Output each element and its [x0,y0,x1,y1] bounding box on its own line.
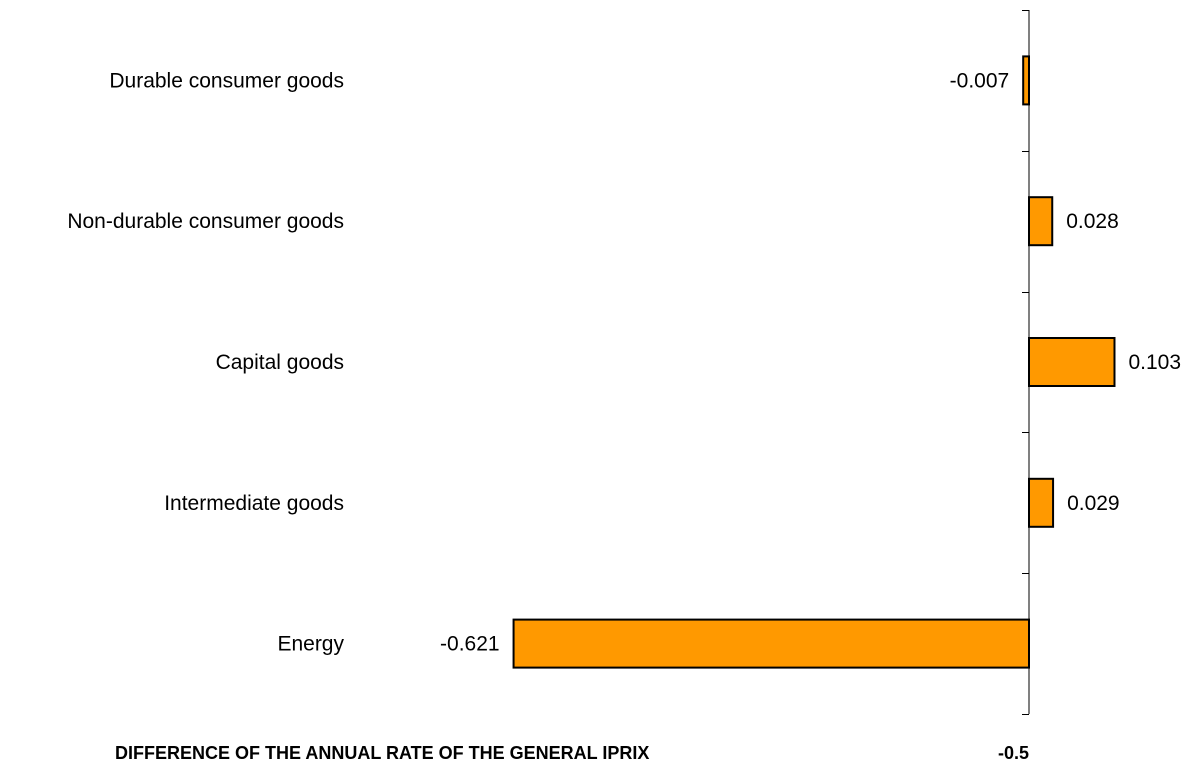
data-label: 0.028 [1066,210,1119,233]
category-label: Capital goods [216,351,344,374]
value-labels: -0.007 0.028 0.103 0.029 -0.621 [440,69,1181,655]
bar [512,618,1030,669]
bar [1028,337,1116,387]
data-label: 0.029 [1067,492,1120,515]
bar [1028,196,1054,247]
category-labels: Durable consumer goods Non-durable consum… [67,69,344,655]
bars [512,55,1116,669]
category-label: Energy [277,633,344,656]
data-label: -0.007 [950,69,1010,92]
data-label: 0.103 [1128,351,1181,374]
bar [1022,55,1031,106]
category-axis [1022,10,1030,715]
data-label: -0.621 [440,633,500,656]
category-label: Non-durable consumer goods [67,210,344,233]
footer-right-label: -0.5 [998,743,1029,763]
category-label: Intermediate goods [164,492,344,515]
footer-left-label: DIFFERENCE OF THE ANNUAL RATE OF THE GEN… [115,743,649,763]
category-label: Durable consumer goods [109,69,344,92]
bar [1028,477,1055,528]
